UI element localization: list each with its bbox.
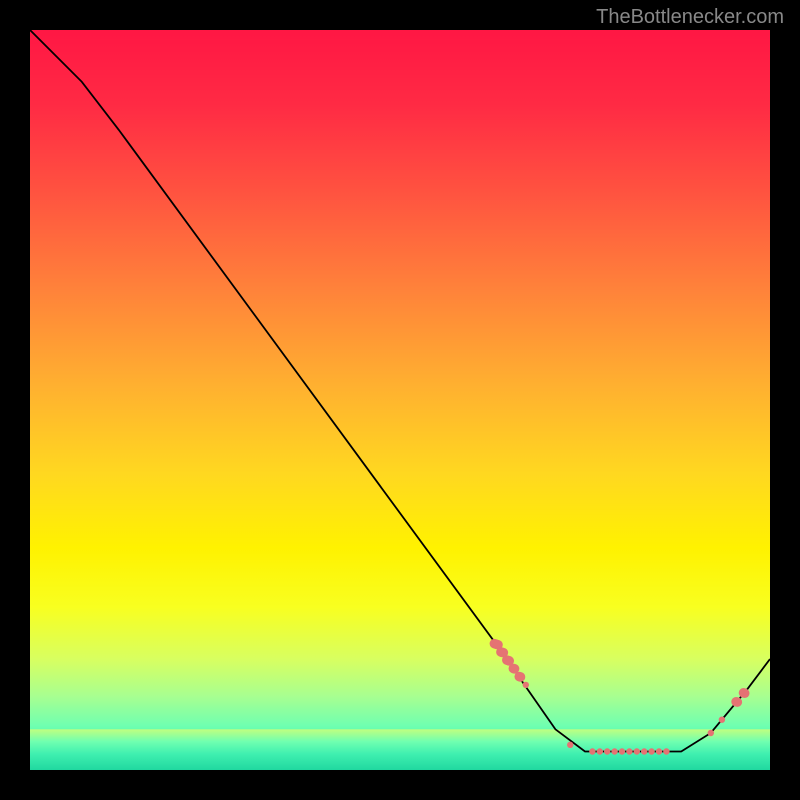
data-marker	[733, 697, 743, 707]
data-marker	[597, 748, 603, 754]
data-marker	[567, 742, 573, 748]
data-marker	[634, 748, 640, 754]
data-marker	[719, 716, 725, 722]
data-marker	[708, 730, 714, 736]
data-marker	[656, 748, 662, 754]
data-marker	[740, 688, 750, 698]
data-marker	[523, 682, 529, 688]
data-marker	[663, 748, 669, 754]
data-marker	[516, 672, 526, 682]
data-marker	[611, 748, 617, 754]
watermark-text: TheBottlenecker.com	[596, 6, 784, 29]
data-marker	[604, 748, 610, 754]
gradient-background	[30, 30, 770, 770]
data-marker	[619, 748, 625, 754]
bottleneck-chart	[30, 30, 770, 770]
data-marker	[641, 748, 647, 754]
data-marker	[589, 748, 595, 754]
data-marker	[648, 748, 654, 754]
data-marker	[626, 748, 632, 754]
